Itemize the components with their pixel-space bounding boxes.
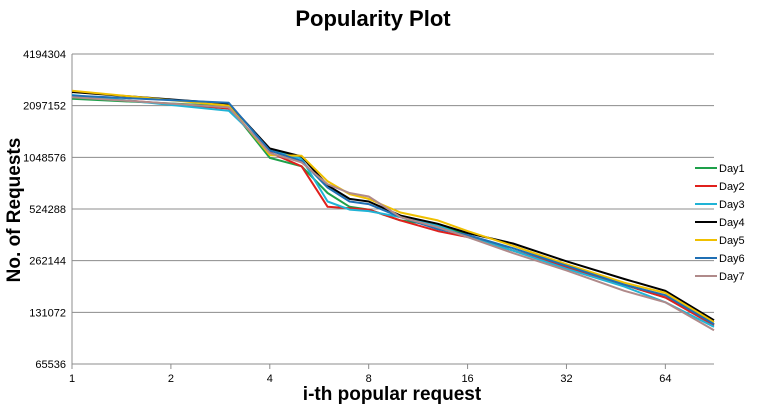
axes (71, 54, 714, 369)
chart-title: Popularity Plot (295, 6, 451, 31)
y-tick-label: 131072 (29, 307, 66, 319)
series-line-day7 (71, 96, 715, 332)
y-tick-labels: 4194304 2097152 1048576 524288 262144 131072 6… (23, 49, 66, 371)
legend-label: Day2 (719, 181, 745, 193)
x-tick-label: 4 (267, 373, 273, 385)
y-tick-label: 2097152 (23, 101, 66, 113)
x-tick-label: 16 (461, 373, 473, 385)
y-tick-label: 524288 (29, 204, 66, 216)
legend-label: Day4 (719, 217, 745, 229)
y-tick-label: 262144 (29, 256, 66, 268)
x-tick-label: 32 (560, 373, 572, 385)
y-tick-label: 1048576 (23, 152, 66, 164)
legend: Day1 Day2 Day3 Day4 Day5 Day6 Day7 (695, 163, 745, 283)
x-tick-label: 2 (168, 373, 174, 385)
series-line-day3 (71, 94, 715, 328)
series-lines (71, 89, 715, 332)
y-axis-label: No. of Requests (4, 138, 25, 283)
y-tick-label: 65536 (35, 359, 66, 371)
legend-label: Day5 (719, 235, 745, 247)
series-line-day4 (71, 91, 715, 322)
legend-label: Day3 (719, 199, 745, 211)
x-tick-label: 8 (366, 373, 372, 385)
x-axis-label: i-th popular request (303, 384, 482, 405)
x-tick-label: 64 (659, 373, 671, 385)
legend-label: Day1 (719, 163, 745, 175)
x-tick-label: 1 (69, 373, 75, 385)
y-tick-label: 4194304 (23, 49, 66, 61)
series-line-day2 (71, 95, 715, 327)
x-tick-labels: 1 2 4 8 16 32 64 (69, 373, 672, 385)
series-line-day5 (71, 89, 715, 323)
legend-label: Day6 (719, 253, 745, 265)
legend-label: Day7 (719, 271, 745, 283)
